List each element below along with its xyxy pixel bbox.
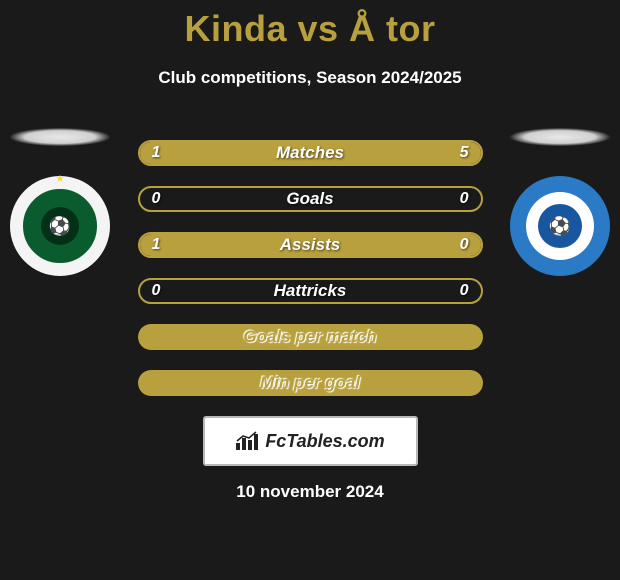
stat-fill-left	[140, 142, 198, 164]
stat-label: Goals per match	[243, 327, 376, 347]
stat-row-goals-per-match: Goals per match	[138, 324, 483, 350]
stat-value-left: 1	[152, 236, 161, 254]
stat-label: Min per goal	[260, 373, 360, 393]
shadow-ellipse	[510, 128, 610, 146]
ball-icon: ⚽	[49, 216, 71, 237]
star-icon: ★	[56, 174, 65, 185]
footer-date: 10 november 2024	[0, 482, 620, 502]
stat-value-right: 0	[460, 282, 469, 300]
stat-label: Hattricks	[274, 281, 347, 301]
stat-value-right: 0	[460, 236, 469, 254]
brand-badge[interactable]: FcTables.com	[203, 416, 418, 466]
stats-container: 1 Matches 5 0 Goals 0 1 Assists 0 0 Hatt…	[138, 140, 483, 396]
subtitle: Club competitions, Season 2024/2025	[0, 68, 620, 88]
crest-right: ⚽	[510, 176, 610, 276]
stat-value-right: 0	[460, 190, 469, 208]
stat-row-min-per-goal: Min per goal	[138, 370, 483, 396]
shadow-ellipse	[10, 128, 110, 146]
stat-row-hattricks: 0 Hattricks 0	[138, 278, 483, 304]
stat-label: Assists	[280, 235, 340, 255]
stat-value-right: 5	[460, 144, 469, 162]
brand-name: FcTables.com	[265, 431, 384, 452]
stat-row-goals: 0 Goals 0	[138, 186, 483, 212]
stat-row-matches: 1 Matches 5	[138, 140, 483, 166]
stat-label: Goals	[286, 189, 333, 209]
team-logo-left: ★ ⚽	[10, 128, 110, 276]
stat-row-assists: 1 Assists 0	[138, 232, 483, 258]
crest-left: ★ ⚽	[10, 176, 110, 276]
team-logo-right: ⚽	[510, 128, 610, 276]
stat-value-left: 0	[152, 282, 161, 300]
stat-value-left: 0	[152, 190, 161, 208]
chart-icon	[235, 431, 261, 451]
page-title: Kinda vs Å tor	[0, 0, 620, 50]
stat-value-left: 1	[152, 144, 161, 162]
stat-label: Matches	[276, 143, 344, 163]
ball-icon: ⚽	[549, 216, 571, 237]
